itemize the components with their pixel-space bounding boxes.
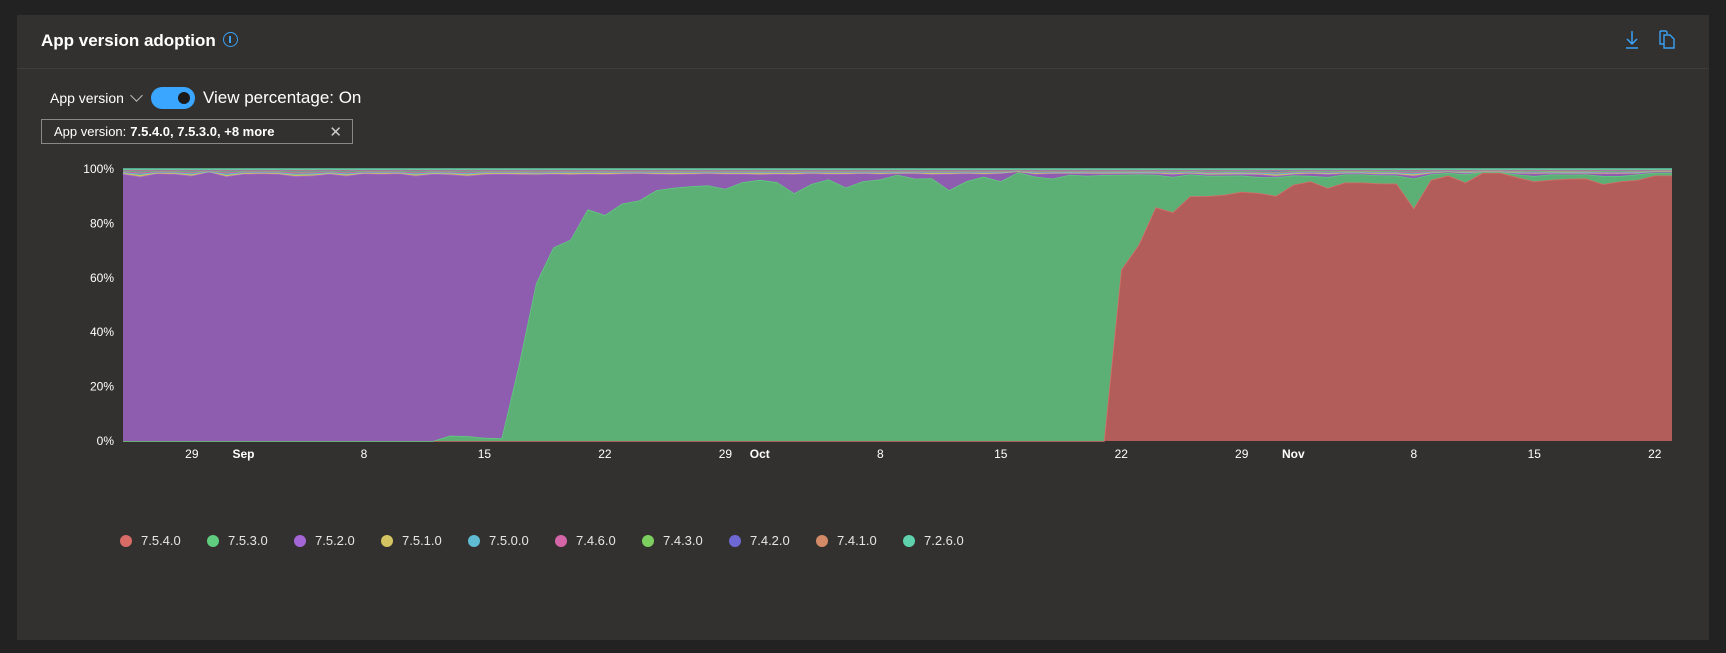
filter-pill[interactable]: App version: 7.5.4.0, 7.5.3.0, +8 more ✕ [41, 119, 353, 144]
x-tick-label: 8 [1410, 447, 1417, 461]
chart-legend: 7.5.4.0 7.5.3.0 7.5.2.0 7.5.1.0 7.5.0.0 7.4.6… [120, 533, 990, 548]
download-icon[interactable] [1622, 29, 1642, 51]
x-tick-label: 8 [877, 447, 884, 461]
x-tick-label: 15 [994, 447, 1008, 461]
legend-dot-icon [903, 534, 915, 547]
x-tick-label: Nov [1282, 447, 1305, 461]
legend-label: 7.5.3.0 [228, 533, 268, 548]
legend-dot-icon [294, 534, 306, 547]
x-tick-label: 29 [719, 447, 733, 461]
x-tick-label: 8 [361, 447, 368, 461]
legend-item[interactable]: 7.5.0.0 [468, 533, 555, 548]
toggle-knob [177, 92, 190, 104]
close-icon[interactable]: ✕ [329, 124, 342, 141]
legend-dot-icon [207, 534, 219, 547]
card-header: App version adoption [17, 15, 1709, 69]
area-series-7.5.1.0[interactable] [123, 171, 1672, 177]
legend-item[interactable]: 7.2.6.0 [903, 533, 990, 548]
legend-item[interactable]: 7.4.6.0 [555, 533, 642, 548]
app-version-dropdown[interactable]: App version [50, 90, 124, 106]
legend-item[interactable]: 7.4.2.0 [729, 533, 816, 548]
legend-dot-icon [381, 534, 393, 547]
view-percentage-label: View percentage: On [202, 88, 362, 107]
x-tick-label: 22 [1115, 447, 1129, 461]
y-tick-label: 40% [90, 325, 114, 339]
y-tick-label: 0% [97, 434, 115, 448]
legend-label: 7.5.4.0 [141, 533, 181, 548]
legend-dot-icon [642, 534, 654, 547]
area-series-7.5.4.0[interactable] [123, 172, 1672, 442]
x-tick-label: 29 [1235, 447, 1249, 461]
area-series-7.5.2.0[interactable] [123, 171, 1672, 441]
legend-dot-icon [468, 534, 480, 547]
legend-item[interactable]: 7.5.2.0 [294, 533, 381, 548]
info-icon[interactable] [223, 32, 238, 47]
legend-label: 7.2.6.0 [924, 533, 964, 548]
y-tick-label: 80% [90, 216, 114, 230]
legend-label: 7.5.2.0 [315, 533, 355, 548]
legend-label: 7.4.3.0 [663, 533, 703, 548]
y-tick-label: 100% [83, 162, 114, 176]
legend-dot-icon [729, 534, 741, 547]
legend-label: 7.5.0.0 [489, 533, 529, 548]
x-tick-label: 15 [1528, 447, 1542, 461]
x-tick-label: Sep [232, 447, 254, 461]
legend-dot-icon [555, 534, 567, 547]
legend-item[interactable]: 7.4.3.0 [642, 533, 729, 548]
area-series-7.5.3.0[interactable] [123, 172, 1672, 441]
x-tick-label: 29 [185, 447, 199, 461]
x-tick-label: 22 [1648, 447, 1662, 461]
copy-icon[interactable] [1657, 29, 1677, 51]
legend-item[interactable]: 7.5.4.0 [120, 533, 207, 548]
legend-label: 7.4.6.0 [576, 533, 616, 548]
filter-pill-label: App version: [54, 124, 127, 139]
x-tick-label: Oct [750, 447, 770, 461]
legend-dot-icon [120, 534, 132, 547]
legend-item[interactable]: 7.5.3.0 [207, 533, 294, 548]
y-tick-label: 20% [90, 380, 114, 394]
legend-label: 7.4.1.0 [837, 533, 877, 548]
card-title: App version adoption [41, 31, 216, 50]
x-tick-label: 15 [478, 447, 492, 461]
legend-dot-icon [816, 534, 828, 547]
x-tick-label: 22 [598, 447, 612, 461]
legend-item[interactable]: 7.4.1.0 [816, 533, 903, 548]
legend-item[interactable]: 7.5.1.0 [381, 533, 468, 548]
filter-pill-value: 7.5.4.0, 7.5.3.0, +8 more [130, 124, 275, 139]
legend-label: 7.5.1.0 [402, 533, 442, 548]
chart-toolbar: App version View percentage: On [50, 86, 361, 110]
y-tick-label: 60% [90, 271, 114, 285]
view-percentage-toggle[interactable] [150, 87, 195, 109]
legend-label: 7.4.2.0 [750, 533, 790, 548]
